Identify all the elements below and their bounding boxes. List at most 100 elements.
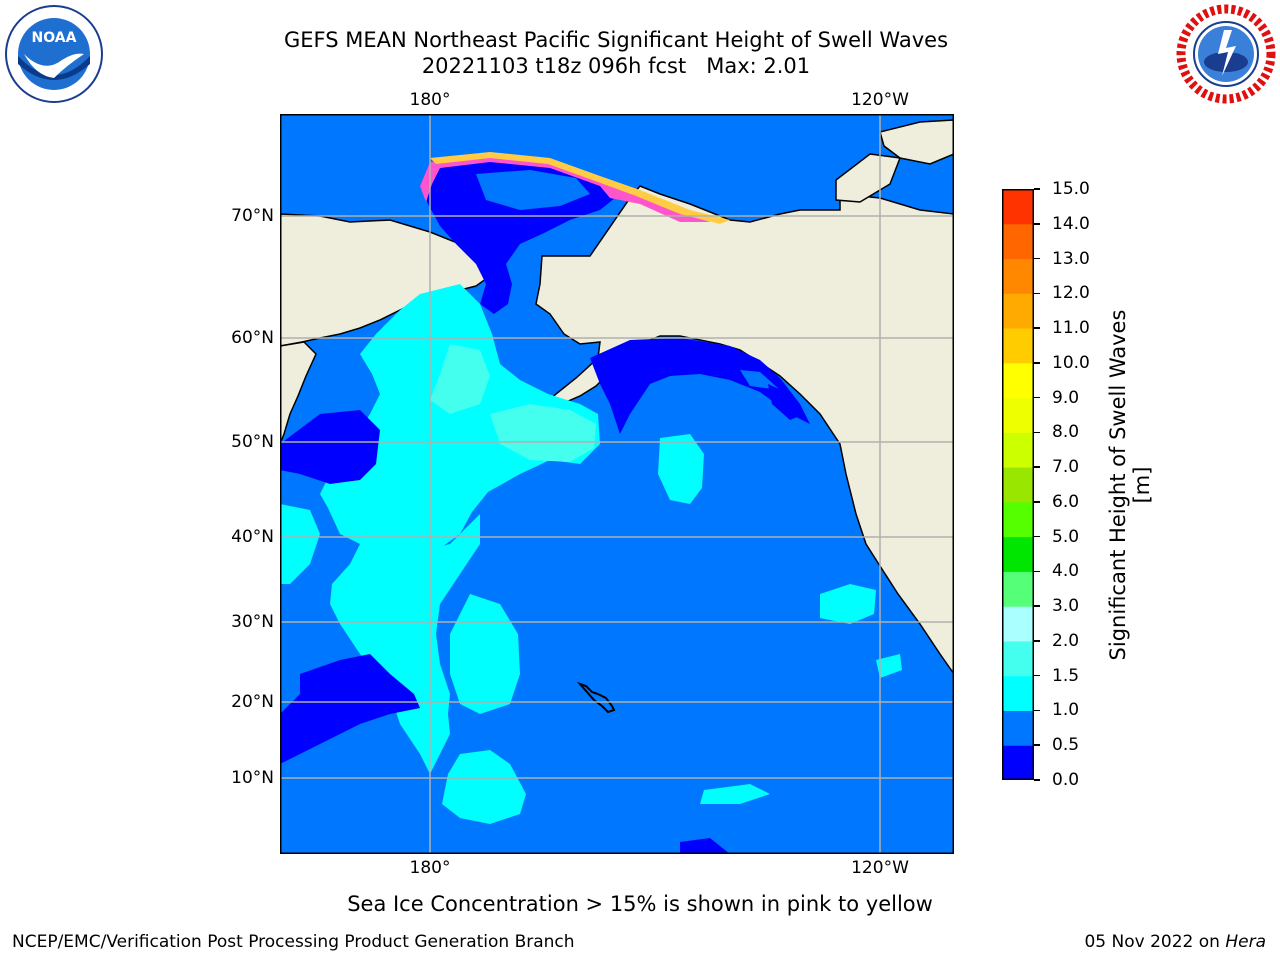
colorbar-segment bbox=[1002, 606, 1034, 642]
swell-east-cyan-2 bbox=[820, 584, 876, 624]
colorbar-segment bbox=[1002, 571, 1034, 607]
chart-title: GEFS MEAN Northeast Pacific Significant … bbox=[283, 28, 949, 52]
colorbar-tick-label: 14.0 bbox=[1052, 213, 1090, 234]
colorbar-tick bbox=[1034, 779, 1040, 781]
lon-label-bottom-120w: 120°W bbox=[851, 858, 909, 878]
colorbar-tick-label: 0.5 bbox=[1052, 735, 1080, 756]
lat-label-50n: 50°N bbox=[231, 432, 274, 452]
colorbar-tick-label: 2.0 bbox=[1052, 630, 1080, 651]
colorbar-segment bbox=[1002, 640, 1034, 677]
footer-machine: Hera bbox=[1225, 932, 1266, 952]
swell-bering-light bbox=[430, 344, 490, 414]
colorbar-segment bbox=[1002, 745, 1034, 781]
chart-subtitle: 20221103 t18z 096h fcst Max: 2.01 bbox=[421, 54, 811, 78]
colorbar-tick bbox=[1034, 605, 1040, 607]
swell-south-small bbox=[700, 784, 770, 804]
colorbar-segment bbox=[1002, 189, 1034, 225]
swell-aleutian-light bbox=[490, 404, 596, 462]
swell-east-cyan-1 bbox=[658, 434, 704, 504]
swell-coast-dark bbox=[768, 384, 804, 420]
colorbar-segment bbox=[1002, 536, 1034, 572]
colorbar-tick-label: 6.0 bbox=[1052, 491, 1080, 512]
colorbar-segment bbox=[1002, 467, 1034, 503]
nws-logo bbox=[1176, 4, 1276, 104]
colorbar-tick-label: 7.0 bbox=[1052, 457, 1080, 478]
colorbar-segment bbox=[1002, 675, 1034, 711]
colorbar-segment bbox=[1002, 293, 1034, 329]
lat-label-20n: 20°N bbox=[231, 692, 274, 712]
colorbar-tick bbox=[1034, 257, 1040, 260]
lon-label-top-120w: 120°W bbox=[851, 90, 909, 110]
colorbar-tick-label: 11.0 bbox=[1052, 318, 1090, 339]
swell-west-dark-1 bbox=[280, 410, 380, 484]
colorbar-tick-label: 13.0 bbox=[1052, 248, 1090, 269]
colorbar-title: Significant Height of Swell Waves [m] bbox=[1105, 309, 1154, 661]
colorbar-segment bbox=[1002, 362, 1034, 399]
colorbar-border bbox=[1002, 189, 1034, 780]
colorbar-tick bbox=[1034, 396, 1040, 399]
swell-central-cyan bbox=[330, 514, 480, 774]
noaa-logo-text: NOAA bbox=[32, 30, 77, 46]
colorbar-tick-label: 15.0 bbox=[1052, 179, 1090, 199]
colorbar-tick bbox=[1034, 640, 1040, 642]
colorbar-tick bbox=[1034, 466, 1040, 468]
colorbar-tick bbox=[1034, 535, 1040, 538]
swell-central-lower bbox=[450, 594, 520, 714]
hawaii-islands bbox=[576, 681, 616, 714]
colorbar-tick-label: 0.0 bbox=[1052, 770, 1080, 790]
footer-credit: NCEP/EMC/Verification Post Processing Pr… bbox=[12, 932, 575, 952]
lat-label-60n: 60°N bbox=[231, 328, 274, 348]
footer-date-text: 05 Nov 2022 on bbox=[1084, 932, 1226, 952]
colorbar-tick bbox=[1034, 362, 1040, 364]
map-panel bbox=[279, 114, 955, 854]
colorbar-tick bbox=[1034, 501, 1040, 503]
land-arctic-island-1 bbox=[835, 153, 902, 203]
colorbar-tick-label: 1.0 bbox=[1052, 700, 1080, 721]
swell-west-edge-cyan bbox=[280, 504, 320, 584]
swell-chukchi-mid bbox=[476, 170, 590, 210]
colorbar-tick bbox=[1034, 674, 1040, 677]
ice-arctic-edge bbox=[430, 152, 730, 224]
lon-label-bottom-180: 180° bbox=[409, 858, 451, 878]
colorbar-tick-label: 10.0 bbox=[1052, 352, 1090, 373]
swell-west-dark-2 bbox=[280, 654, 420, 764]
lat-label-30n: 30°N bbox=[231, 612, 274, 632]
colorbar-segment bbox=[1002, 501, 1034, 538]
lat-label-70n: 70°N bbox=[231, 206, 274, 226]
colorbar-tick-label: 8.0 bbox=[1052, 422, 1080, 443]
colorbar-segment bbox=[1002, 432, 1034, 468]
colorbar-segment bbox=[1002, 710, 1034, 746]
colorbar-tick bbox=[1034, 292, 1040, 295]
colorbar-tick-label: 12.0 bbox=[1052, 283, 1090, 304]
colorbar-segment bbox=[1002, 258, 1034, 294]
colorbar-tick bbox=[1034, 744, 1040, 746]
colorbar-tick-label: 5.0 bbox=[1052, 526, 1080, 547]
sea-ice-note: Sea Ice Concentration > 15% is shown in … bbox=[347, 892, 933, 916]
colorbar-tick-label: 3.0 bbox=[1052, 596, 1080, 617]
colorbar-tick bbox=[1034, 570, 1040, 573]
lat-label-10n: 10°N bbox=[231, 768, 274, 788]
colorbar-tick bbox=[1034, 223, 1040, 225]
colorbar-tick-label: 9.0 bbox=[1052, 387, 1080, 408]
map-svg bbox=[279, 114, 955, 854]
colorbar-segment bbox=[1002, 328, 1034, 364]
colorbar-segment bbox=[1002, 223, 1034, 260]
colorbar-tick bbox=[1034, 709, 1040, 712]
land-alaska-canada bbox=[529, 185, 955, 677]
colorbar bbox=[1002, 189, 1034, 781]
lat-label-40n: 40°N bbox=[231, 527, 274, 547]
colorbar-tick-label: 4.0 bbox=[1052, 561, 1080, 582]
noaa-logo: NOAA bbox=[4, 4, 104, 104]
swell-south-dark bbox=[680, 838, 730, 854]
swell-east-cyan-3 bbox=[876, 654, 902, 678]
swell-gulf-alaska-dark bbox=[590, 338, 810, 434]
lon-label-top-180: 180° bbox=[409, 90, 451, 110]
colorbar-tick bbox=[1034, 431, 1040, 434]
colorbar-tick bbox=[1034, 188, 1040, 190]
swell-bering-cyan bbox=[320, 284, 600, 554]
colorbar-tick bbox=[1034, 327, 1040, 329]
swell-south-cyan bbox=[442, 750, 526, 824]
graticule bbox=[280, 114, 954, 854]
colorbar-segment bbox=[1002, 397, 1034, 433]
footer-date: 05 Nov 2022 on Hera bbox=[1084, 932, 1266, 952]
